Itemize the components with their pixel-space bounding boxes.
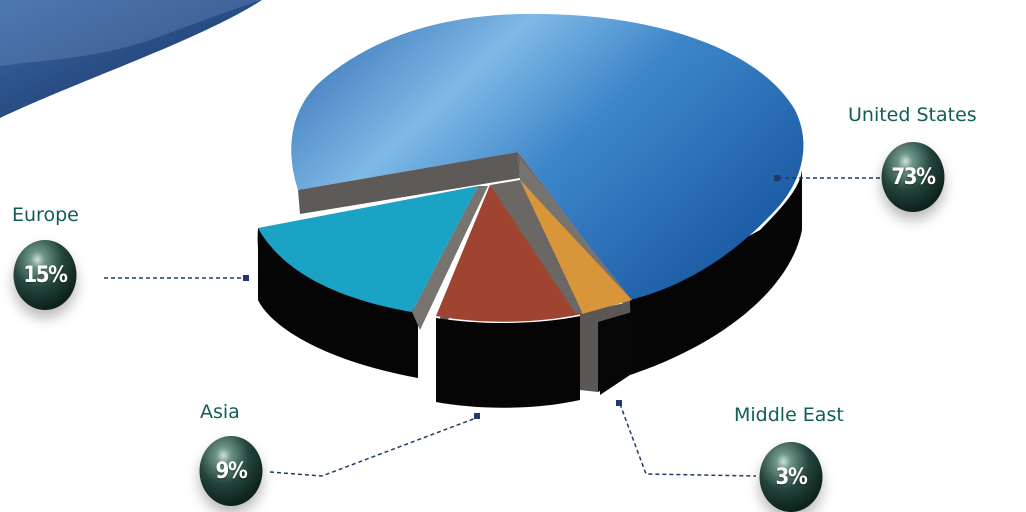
label-asia: Asia [200,401,240,423]
pie-slice-europe-side-bottom [258,228,418,378]
label-united-states: United States [848,104,977,126]
percent-asia: 9% [215,458,248,484]
badge-united-states: 73% [881,142,945,212]
badge-asia: 9% [199,436,263,506]
pie-slice-united-states-inner-wall [298,152,520,214]
corner-banner-highlight [0,0,262,66]
pie-slice-middle-east [520,180,632,314]
percent-europe: 15% [23,262,68,288]
pie-slice-asia-front [436,316,580,408]
leader-line-europe [104,275,249,281]
corner-banner [0,0,262,118]
pie-slice-middle-east-inner-wall [520,158,632,300]
percent-middle-east: 3% [775,464,808,490]
pie-slice-united-states-side [600,170,802,395]
leader-line-asia [269,413,480,477]
label-europe: Europe [12,204,79,226]
pie-slice-europe [258,186,478,312]
label-middle-east: Middle East [734,404,844,426]
percent-united-states: 73% [891,164,936,190]
badge-europe: 15% [13,240,77,310]
pie-slice-middle-east-front [598,312,632,392]
pie-slice-europe-inner-wall [412,186,488,330]
pie-slice-asia [436,185,582,322]
pie-slice-asia-inner-wall [490,180,582,314]
leader-line-middle-east [616,400,757,477]
leader-line-united-states [774,175,886,181]
pie-slice-united-states [291,13,804,300]
badge-middle-east: 3% [759,442,823,512]
